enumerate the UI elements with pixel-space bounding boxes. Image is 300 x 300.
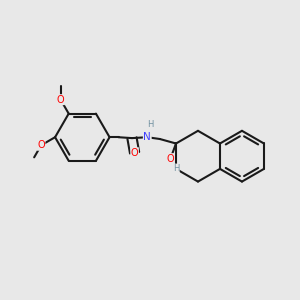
Text: O: O bbox=[131, 148, 138, 158]
Text: N: N bbox=[143, 132, 151, 142]
Text: O: O bbox=[37, 140, 45, 150]
Text: H: H bbox=[147, 120, 154, 129]
Text: H: H bbox=[173, 164, 179, 173]
Text: O: O bbox=[167, 154, 174, 164]
Text: O: O bbox=[57, 95, 64, 105]
